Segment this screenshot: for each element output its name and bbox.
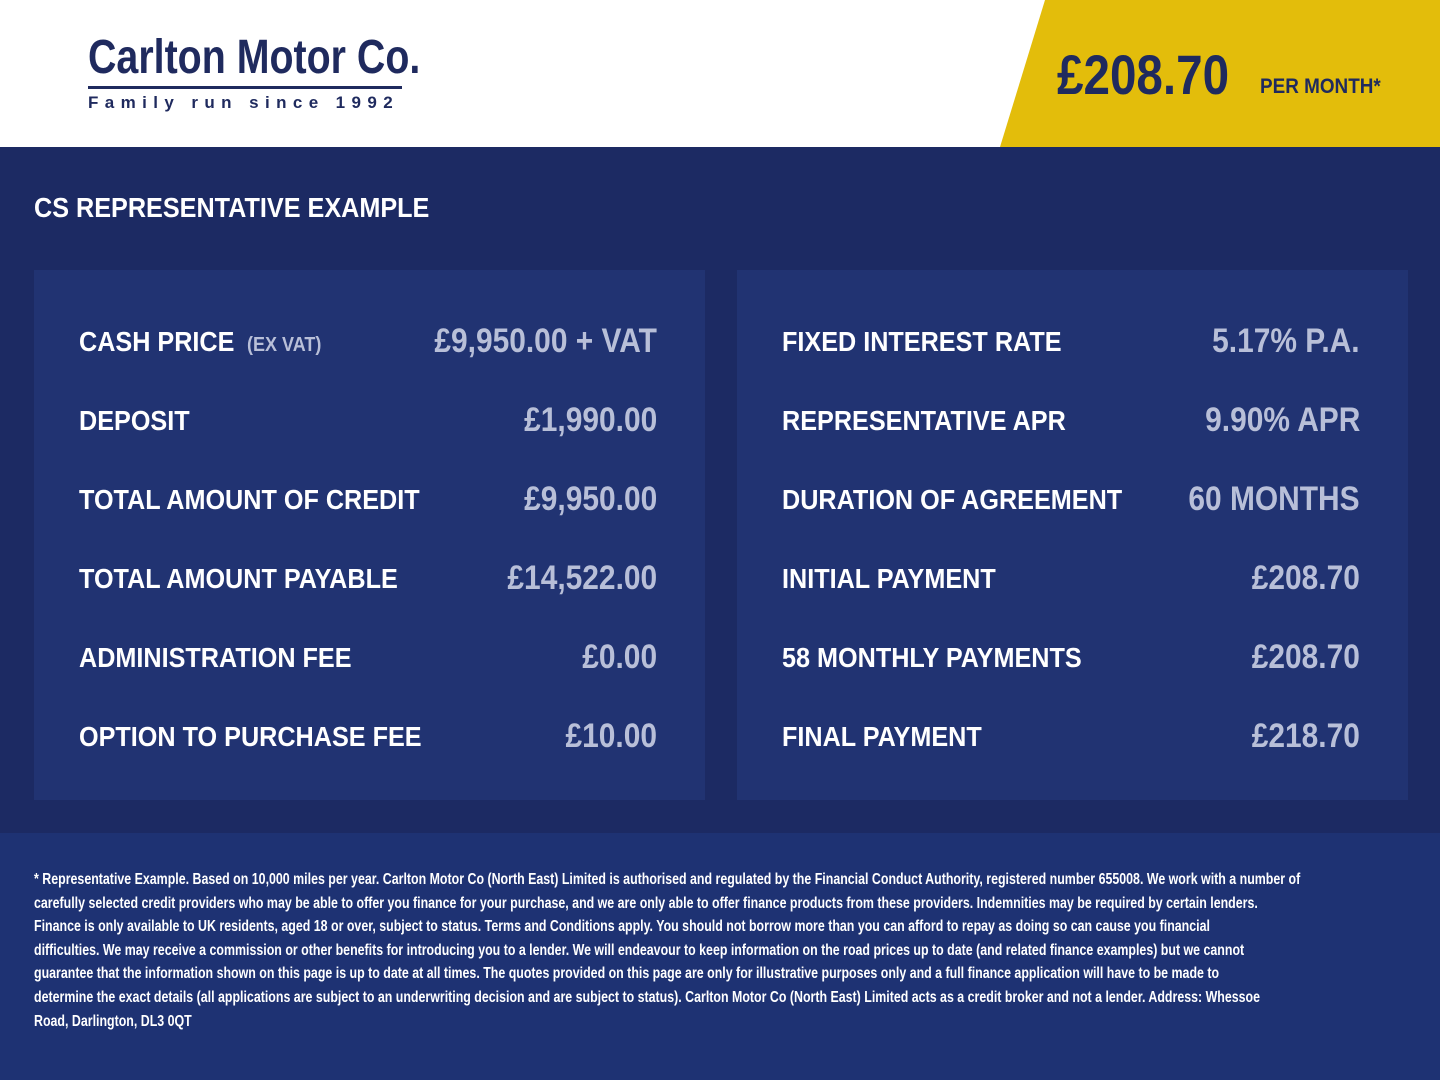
disclaimer-line: guarantee that the information shown on … bbox=[34, 965, 1220, 983]
finance-row: DURATION OF AGREEMENT 60 MONTHS bbox=[782, 480, 1360, 524]
row-label: FINAL PAYMENT bbox=[782, 721, 982, 753]
section-title: CS REPRESENTATIVE EXAMPLE bbox=[34, 192, 430, 223]
finance-row: TOTAL AMOUNT OF CREDIT £9,950.00 bbox=[79, 480, 657, 524]
logo-underline bbox=[88, 86, 402, 89]
finance-row: CASH PRICE (EX VAT) £9,950.00 + VAT bbox=[79, 322, 657, 366]
row-value: £9,950.00 bbox=[523, 480, 657, 518]
disclaimer-line: Finance is only available to UK resident… bbox=[34, 918, 1210, 936]
row-label: FIXED INTEREST RATE bbox=[782, 326, 1062, 358]
row-value: £208.70 bbox=[1251, 559, 1360, 597]
row-label-text: FINAL PAYMENT bbox=[782, 721, 982, 752]
row-label: TOTAL AMOUNT PAYABLE bbox=[79, 563, 398, 595]
row-label: ADMINISTRATION FEE bbox=[79, 642, 352, 674]
row-label-text: DEPOSIT bbox=[79, 405, 190, 436]
disclaimer-line: carefully selected credit providers who … bbox=[34, 894, 1258, 912]
row-label-text: FIXED INTEREST RATE bbox=[782, 326, 1062, 357]
row-label-text: CASH PRICE bbox=[79, 326, 235, 357]
row-value: £208.70 bbox=[1251, 638, 1360, 676]
finance-row: FIXED INTEREST RATE 5.17% P.A. bbox=[782, 322, 1360, 366]
row-label-text: OPTION TO PURCHASE FEE bbox=[79, 721, 422, 752]
disclaimer-line: * Representative Example. Based on 10,00… bbox=[34, 871, 1301, 888]
finance-row: ADMINISTRATION FEE £0.00 bbox=[79, 638, 657, 682]
price-banner bbox=[1000, 0, 1440, 147]
header: Carlton Motor Co. Family run since 1992 … bbox=[0, 0, 1440, 147]
finance-row: DEPOSIT £1,990.00 bbox=[79, 401, 657, 445]
row-label-text: ADMINISTRATION FEE bbox=[79, 642, 352, 673]
disclaimer: * Representative Example. Based on 10,00… bbox=[34, 868, 1300, 1033]
row-label: REPRESENTATIVE APR bbox=[782, 405, 1066, 437]
footer: * Representative Example. Based on 10,00… bbox=[0, 833, 1440, 1080]
row-label-text: DURATION OF AGREEMENT bbox=[782, 484, 1123, 515]
row-label-text: TOTAL AMOUNT PAYABLE bbox=[79, 563, 398, 594]
row-value: £10.00 bbox=[565, 717, 657, 755]
disclaimer-line: Road, Darlington, DL3 0QT bbox=[34, 1012, 192, 1030]
row-value: £14,522.00 bbox=[507, 559, 657, 597]
row-label-text: INITIAL PAYMENT bbox=[782, 563, 996, 594]
per-month-label: PER MONTH* bbox=[1260, 75, 1381, 98]
disclaimer-line: difficulties. We may receive a commissio… bbox=[34, 941, 1245, 959]
finance-row: OPTION TO PURCHASE FEE £10.00 bbox=[79, 717, 657, 761]
row-label: DEPOSIT bbox=[79, 405, 190, 437]
row-value: £0.00 bbox=[582, 638, 657, 676]
right-panel: FIXED INTEREST RATE 5.17% P.A. REPRESENTAT… bbox=[737, 270, 1408, 800]
row-value: 5.17% P.A. bbox=[1212, 322, 1360, 360]
finance-row: TOTAL AMOUNT PAYABLE £14,522.00 bbox=[79, 559, 657, 603]
row-sublabel: (EX VAT) bbox=[247, 334, 322, 356]
monthly-price: £208.70 bbox=[1057, 43, 1230, 106]
finance-row: 58 MONTHLY PAYMENTS £208.70 bbox=[782, 638, 1360, 682]
row-value: 60 MONTHS bbox=[1188, 480, 1360, 518]
logo-tagline: Family run since 1992 bbox=[88, 93, 400, 112]
disclaimer-line: determine the exact details (all applica… bbox=[34, 988, 1261, 1006]
row-label: OPTION TO PURCHASE FEE bbox=[79, 721, 422, 753]
left-panel: CASH PRICE (EX VAT) £9,950.00 + VAT DEPOSIT… bbox=[34, 270, 705, 800]
row-label: INITIAL PAYMENT bbox=[782, 563, 996, 595]
row-value: 9.90% APR bbox=[1204, 401, 1360, 439]
row-value: £1,990.00 bbox=[523, 401, 657, 439]
row-value: £218.70 bbox=[1251, 717, 1360, 755]
row-value: £9,950.00 + VAT bbox=[434, 322, 657, 360]
logo-name: Carlton Motor Co. bbox=[88, 31, 421, 84]
row-label-text: TOTAL AMOUNT OF CREDIT bbox=[79, 484, 420, 515]
row-label: TOTAL AMOUNT OF CREDIT bbox=[79, 484, 420, 516]
finance-row: REPRESENTATIVE APR 9.90% APR bbox=[782, 401, 1360, 445]
row-label-text: 58 MONTHLY PAYMENTS bbox=[782, 642, 1082, 673]
row-label: DURATION OF AGREEMENT bbox=[782, 484, 1122, 516]
row-label: CASH PRICE (EX VAT) bbox=[79, 326, 321, 358]
row-label: 58 MONTHLY PAYMENTS bbox=[782, 642, 1082, 674]
row-label-text: REPRESENTATIVE APR bbox=[782, 405, 1066, 436]
finance-row: INITIAL PAYMENT £208.70 bbox=[782, 559, 1360, 603]
finance-row: FINAL PAYMENT £218.70 bbox=[782, 717, 1360, 761]
